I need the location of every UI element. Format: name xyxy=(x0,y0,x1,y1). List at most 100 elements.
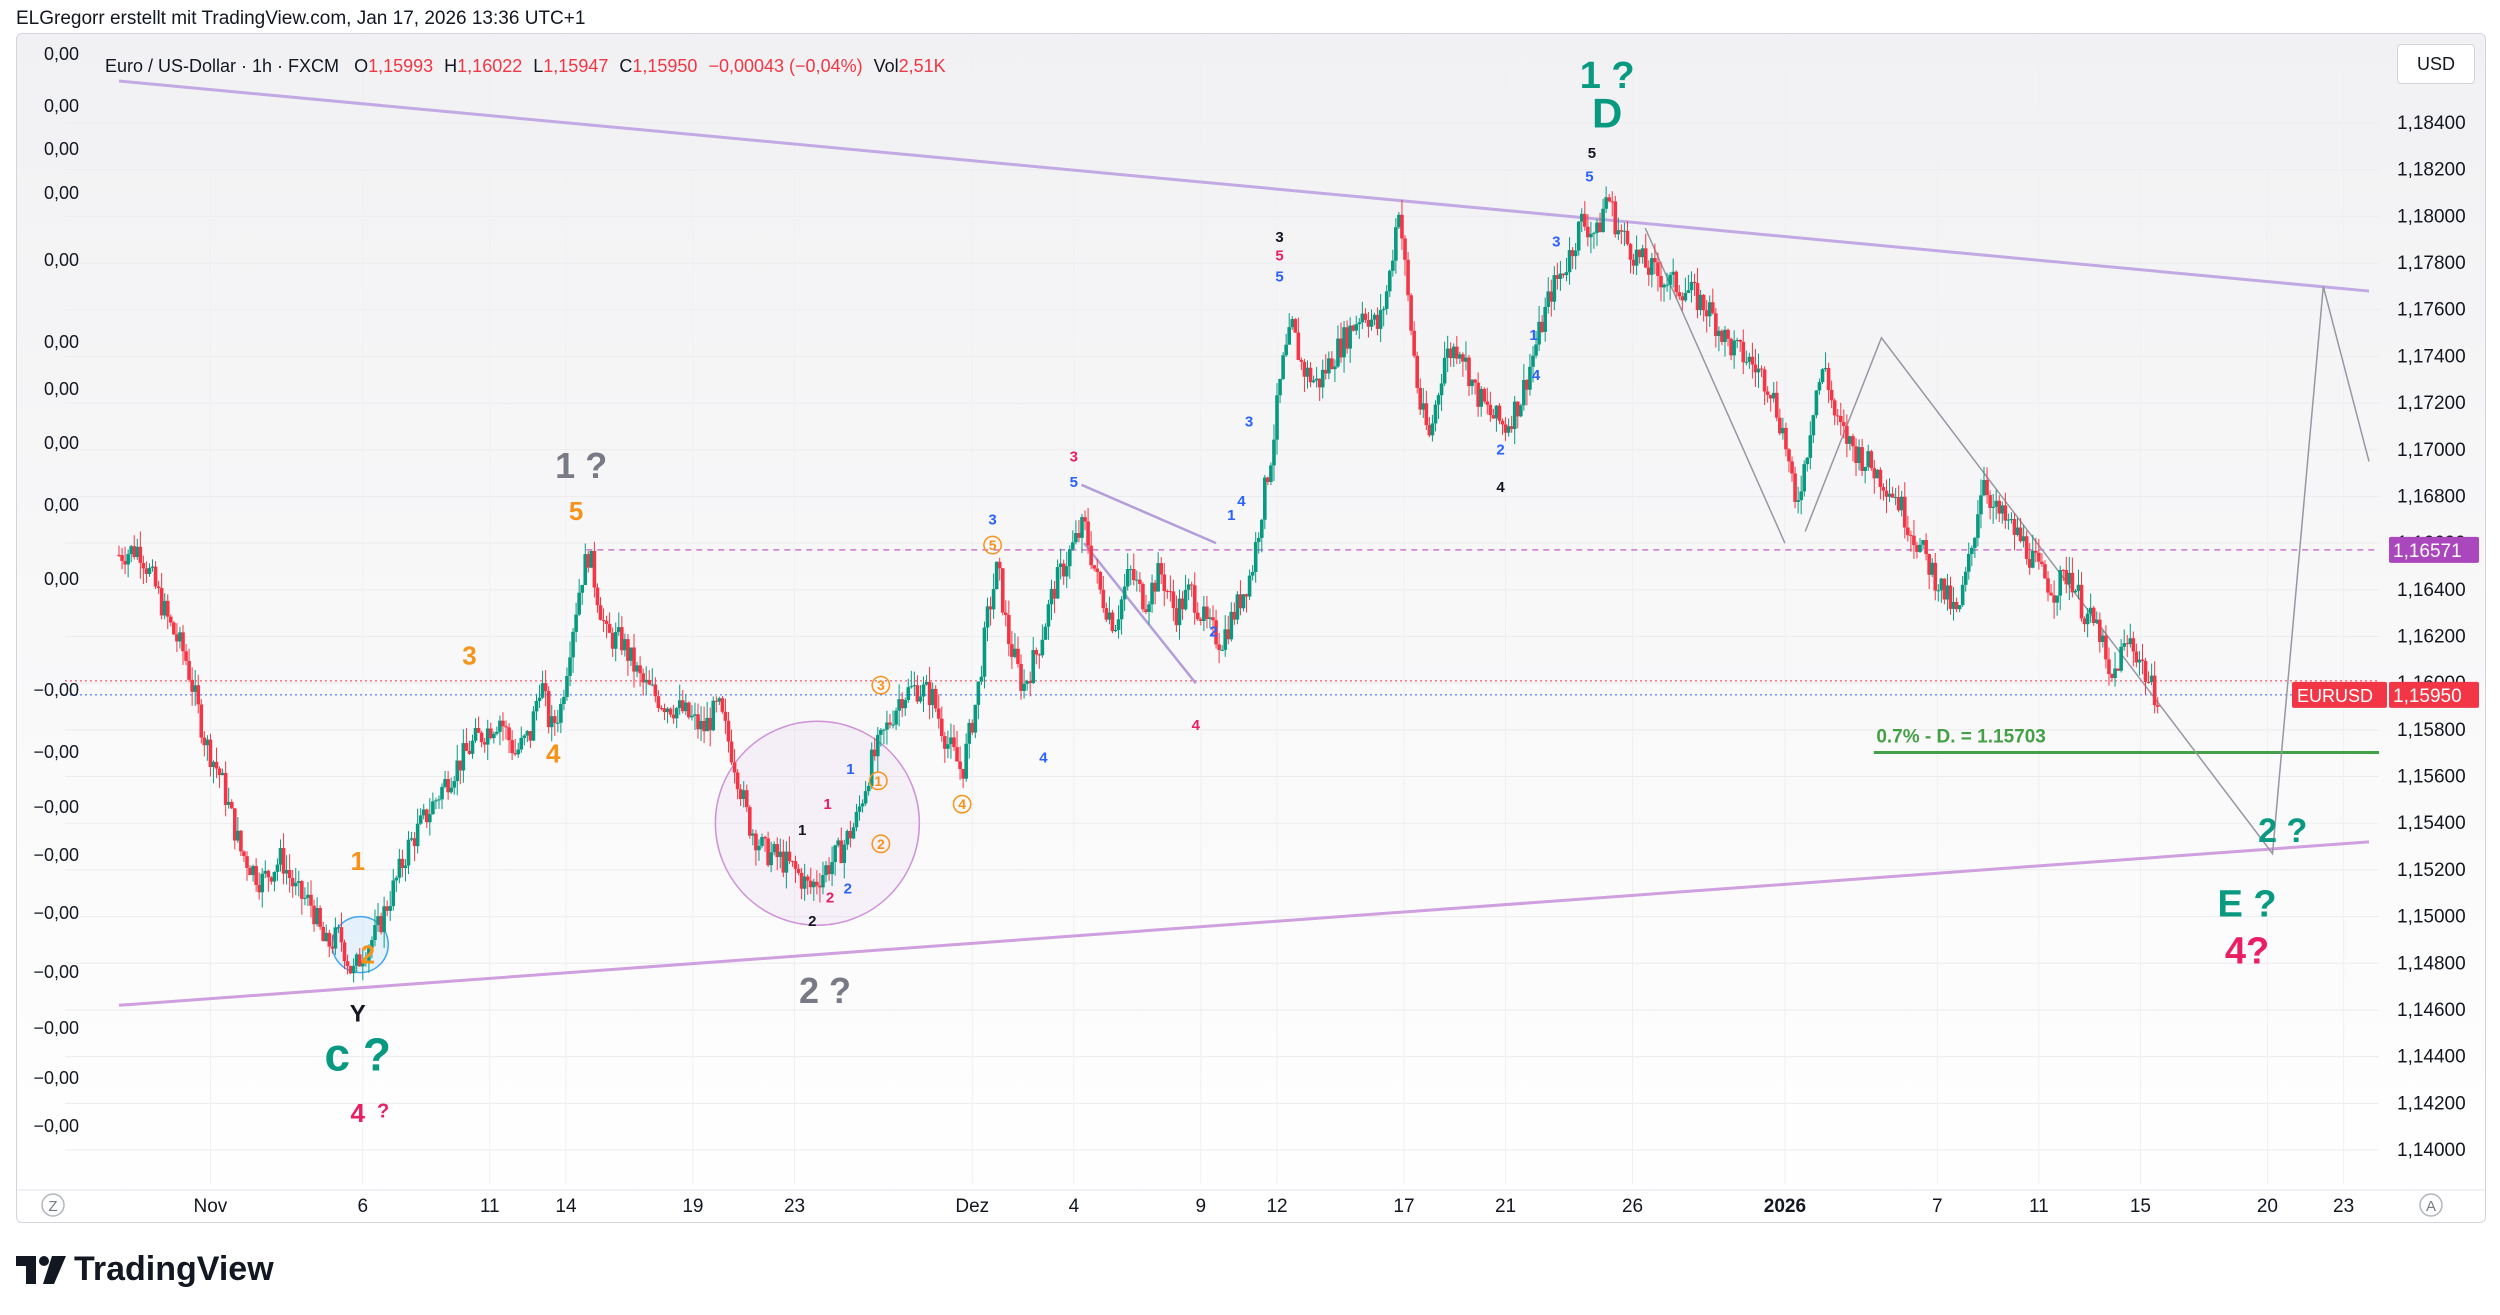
candle-body xyxy=(939,718,944,737)
candle-body xyxy=(815,881,819,886)
x-tick-label: 26 xyxy=(1622,1196,1643,1217)
wave-label-circle xyxy=(871,834,891,854)
candle-body xyxy=(1671,271,1675,275)
candle-body xyxy=(1180,598,1185,610)
drawing-overlays[interactable]: 0.7% - D. = 1.15703 xyxy=(65,79,2379,1007)
candle-body xyxy=(519,737,524,750)
candle-body xyxy=(1525,379,1529,390)
candle-body xyxy=(470,740,475,754)
close-label: C xyxy=(619,56,633,76)
candle-body xyxy=(385,906,389,911)
y-tick-label: 1,14400 xyxy=(2397,1047,2466,1068)
candle-body xyxy=(653,684,658,697)
wave-label: 4? xyxy=(2225,930,2269,972)
candle-body xyxy=(351,965,356,974)
candle-body xyxy=(1220,649,1224,651)
candle-body xyxy=(589,550,594,568)
price-chart[interactable]: 0.7% - D. = 1.15703 1 ?D5531424355314235… xyxy=(17,34,2485,1222)
candle-body xyxy=(1171,591,1176,609)
y-tick-label: 1,15200 xyxy=(2397,860,2466,881)
candle-body xyxy=(973,704,978,733)
candle-body xyxy=(714,700,719,702)
left-axis-label: −0,00 xyxy=(33,680,79,700)
candle-body xyxy=(290,878,295,887)
candle-body xyxy=(397,858,402,878)
y-tick-label: 1,18400 xyxy=(2397,113,2466,134)
candle-body xyxy=(330,946,335,949)
candle-body xyxy=(1848,436,1852,444)
candle-body xyxy=(437,799,441,801)
candle-body xyxy=(458,760,463,771)
y-tick-label: 1,15800 xyxy=(2397,720,2466,741)
candle-body xyxy=(705,717,709,732)
candle-body xyxy=(1336,338,1340,367)
candle-body xyxy=(202,737,207,746)
candle-body xyxy=(412,838,417,847)
candle-body xyxy=(1637,249,1642,258)
y-tick-label: 1,17200 xyxy=(2397,393,2466,414)
candle-body xyxy=(1680,296,1685,301)
candle-body xyxy=(1101,589,1106,609)
candle-body xyxy=(132,546,137,557)
candle-body xyxy=(364,960,368,963)
wave-label: 1 xyxy=(823,796,831,813)
candle-body xyxy=(836,840,840,846)
candle-body xyxy=(1814,390,1819,416)
candle-body xyxy=(757,845,761,851)
candle-body xyxy=(196,685,201,705)
candle-body xyxy=(1235,594,1240,620)
y-tick-label: 1,17600 xyxy=(2397,300,2466,321)
candle-body xyxy=(556,722,560,724)
candle-body xyxy=(1192,585,1197,613)
candle-body xyxy=(1957,605,1962,610)
candle-body xyxy=(1659,275,1663,288)
candle-body xyxy=(208,739,213,768)
candle-body xyxy=(1555,275,1560,279)
wave-label: 4 xyxy=(1532,367,1541,384)
left-axis-label: −0,00 xyxy=(33,962,79,982)
candle-body xyxy=(985,606,990,628)
candle-body xyxy=(610,632,615,649)
last-price-text: 1,15950 xyxy=(2393,686,2462,707)
candle-body xyxy=(1762,369,1767,392)
candle-body xyxy=(1010,644,1014,657)
candle-body xyxy=(300,881,304,899)
candle-body xyxy=(1750,356,1755,365)
candle-body xyxy=(153,566,158,587)
x-tick-label: 6 xyxy=(358,1196,369,1217)
candle-body xyxy=(485,728,490,745)
candle-body xyxy=(1067,549,1072,567)
left-axis-label: −0,00 xyxy=(33,742,79,762)
candle-body xyxy=(293,882,298,887)
candle-body xyxy=(979,676,984,682)
candle-body xyxy=(1942,578,1947,600)
candle-body xyxy=(1710,302,1715,314)
candle-body xyxy=(702,720,706,732)
symbol-title[interactable]: Euro / US-Dollar · 1h · FXCM xyxy=(105,56,340,76)
candle-body xyxy=(354,954,359,966)
candle-body xyxy=(1269,465,1273,482)
candle-body xyxy=(888,722,892,725)
candle-body xyxy=(1320,369,1325,388)
symbol-legend[interactable]: Euro / US-Dollar · 1h · FXCM O1,15993 H1… xyxy=(105,56,946,77)
candle-body xyxy=(1049,588,1054,605)
candle-body xyxy=(1351,325,1355,331)
candle-body xyxy=(306,894,310,898)
candle-body xyxy=(1811,415,1816,436)
candle-body xyxy=(1656,262,1660,276)
currency-button[interactable]: USD xyxy=(2397,44,2475,84)
candle-body xyxy=(1689,281,1694,291)
candle-body xyxy=(909,686,914,688)
candle-body xyxy=(647,679,652,685)
candle-body xyxy=(540,683,545,698)
tradingview-logo[interactable]: TradingView xyxy=(16,1250,274,1289)
candle-series[interactable] xyxy=(117,186,2160,983)
chart-panel[interactable]: 0.7% - D. = 1.15703 1 ? D 5 5 3 1 4 2 4 3 5 5 3 1 4 2 3 5… xyxy=(16,33,2486,1223)
candle-body xyxy=(1927,554,1931,575)
y-tick-label: 1,18200 xyxy=(2397,160,2466,181)
candle-body xyxy=(1317,378,1322,388)
open-label: O xyxy=(354,56,369,76)
candle-body xyxy=(339,927,344,943)
candle-body xyxy=(1979,495,1983,515)
